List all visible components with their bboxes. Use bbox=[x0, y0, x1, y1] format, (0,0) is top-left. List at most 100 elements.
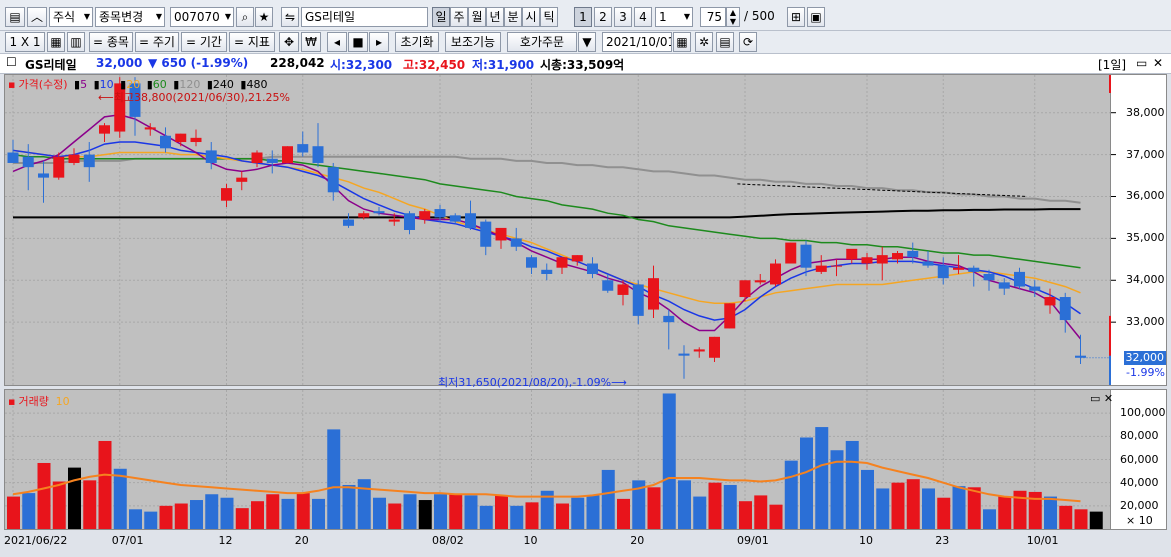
volume-bar bbox=[266, 494, 280, 529]
count-input[interactable]: 75 bbox=[700, 7, 726, 27]
volume-bar bbox=[983, 509, 996, 529]
volume-bar bbox=[312, 498, 325, 529]
candle-body bbox=[739, 280, 751, 298]
split-icon[interactable]: ▥ bbox=[67, 32, 85, 52]
period-tab[interactable]: 분 bbox=[504, 7, 522, 27]
x-axis-label: 20 bbox=[630, 534, 645, 547]
list-icon[interactable]: ⇋ bbox=[281, 7, 299, 27]
candle-body bbox=[815, 265, 827, 272]
reset-button[interactable]: 초기화 bbox=[395, 32, 439, 52]
gear-icon[interactable]: ✲ bbox=[695, 32, 713, 52]
ma-legend-item: 5 bbox=[80, 78, 88, 91]
period-tab[interactable]: 주 bbox=[450, 7, 468, 27]
count-stepper[interactable]: ▲ ▼ bbox=[726, 7, 740, 27]
change-symbol-select[interactable]: 종목변경 bbox=[95, 7, 165, 27]
volume-bar bbox=[662, 393, 676, 529]
candle-body bbox=[541, 269, 553, 274]
volume-bar bbox=[388, 503, 402, 529]
period-tab[interactable]: 월 bbox=[468, 7, 486, 27]
indicator-button[interactable]: = 지표 bbox=[229, 32, 275, 52]
candle-body bbox=[678, 353, 690, 356]
volume-bar bbox=[281, 498, 295, 529]
grid-icon[interactable]: ▦ bbox=[47, 32, 65, 52]
period-tab[interactable]: 시 bbox=[522, 7, 540, 27]
price-panel[interactable] bbox=[4, 74, 1111, 386]
step-tab[interactable]: 2 bbox=[594, 7, 612, 27]
candle-body bbox=[617, 284, 629, 295]
price-axis-label: 34,000 bbox=[1126, 273, 1165, 287]
step-tab[interactable]: 4 bbox=[634, 7, 652, 27]
stop-icon[interactable]: ■ bbox=[348, 32, 368, 52]
volume-bar bbox=[1044, 496, 1057, 529]
star-icon[interactable]: ★ bbox=[255, 7, 273, 27]
step-tab[interactable]: 3 bbox=[614, 7, 632, 27]
volume-bar bbox=[678, 480, 691, 529]
won-icon[interactable]: ₩ bbox=[301, 32, 321, 52]
volume-bar bbox=[434, 494, 447, 529]
candle-body bbox=[1044, 297, 1056, 306]
date-input[interactable]: 2021/10/01 bbox=[602, 32, 672, 52]
volume-bar bbox=[891, 482, 905, 529]
period-tab[interactable]: 틱 bbox=[540, 7, 558, 27]
save-icon[interactable]: ▣ bbox=[807, 7, 825, 27]
checkbox-icon[interactable]: ☐ bbox=[6, 55, 17, 69]
chevron-down-icon[interactable]: ▼ bbox=[578, 32, 596, 52]
volume-bar bbox=[876, 488, 890, 529]
volume-bar bbox=[235, 508, 249, 529]
volume-bar bbox=[159, 505, 173, 529]
volume-bar bbox=[723, 484, 737, 529]
volume-bar bbox=[906, 479, 920, 529]
price-legend: ▪ 가격(수정) ▮5 ▮10 ▮20 ▮60 ▮120 ▮240 ▮480 bbox=[8, 76, 273, 92]
volume-bar bbox=[1028, 491, 1042, 529]
current-change: -1.99% bbox=[1126, 366, 1165, 379]
move-icon[interactable]: ✥ bbox=[279, 32, 299, 52]
step-tab[interactable]: 1 bbox=[574, 7, 592, 27]
ma-legend: ▮5 ▮10 ▮20 ▮60 ▮120 ▮240 ▮480 bbox=[70, 78, 268, 91]
prev-icon[interactable]: ◂ bbox=[327, 32, 347, 52]
candle-body bbox=[358, 213, 370, 218]
quote-order-button[interactable]: 호가주문 bbox=[507, 32, 577, 52]
candle-body bbox=[1029, 286, 1041, 291]
volume-bar bbox=[754, 495, 768, 529]
next-icon[interactable]: ▸ bbox=[369, 32, 389, 52]
legend-marker-icon: ▪ bbox=[8, 78, 16, 91]
range-button[interactable]: = 기간 bbox=[181, 32, 227, 52]
candle-body bbox=[648, 278, 659, 310]
candle-body bbox=[236, 177, 248, 182]
x-axis-label: 10 bbox=[859, 534, 873, 547]
candle-body bbox=[1075, 355, 1086, 358]
close-icon[interactable]: ✕ bbox=[1153, 56, 1164, 70]
candle-body bbox=[22, 156, 34, 168]
volume-bar bbox=[418, 500, 432, 529]
candle-body bbox=[556, 257, 568, 268]
calendar-icon[interactable]: ▦ bbox=[673, 32, 691, 52]
volume-panel-close-icon[interactable]: ▭ ✕ bbox=[1090, 392, 1114, 405]
candle-body bbox=[419, 211, 431, 220]
volume-bar bbox=[601, 469, 615, 529]
toolbar-menu-button[interactable]: ▤ bbox=[5, 7, 25, 27]
period-tab[interactable]: 일 bbox=[432, 7, 450, 27]
price-axis-label: 33,000 bbox=[1126, 315, 1165, 329]
volume-bar bbox=[342, 484, 356, 529]
items-button[interactable]: = 종목 bbox=[89, 32, 133, 52]
volume-bar bbox=[98, 440, 112, 529]
cycle-button[interactable]: = 주기 bbox=[135, 32, 179, 52]
aux-button[interactable]: 보조기능 bbox=[445, 32, 501, 52]
ratio-button[interactable]: 1 X 1 bbox=[5, 32, 45, 52]
search-icon[interactable]: ⌕ bbox=[236, 7, 254, 27]
candle-body bbox=[800, 244, 812, 268]
stock-name-field: GS리테일 bbox=[301, 7, 428, 27]
refresh-icon[interactable]: ⟳ bbox=[739, 32, 757, 52]
minimize-icon[interactable]: ▭ bbox=[1136, 56, 1148, 70]
x-axis-label: 09/01 bbox=[737, 534, 769, 547]
volume-bar bbox=[144, 511, 158, 529]
code-input[interactable]: 007070 bbox=[170, 7, 234, 27]
candle-body bbox=[770, 263, 781, 285]
candle-body bbox=[892, 253, 903, 260]
step-select[interactable]: 1 bbox=[655, 7, 693, 27]
new-window-icon[interactable]: ⊞ bbox=[787, 7, 805, 27]
period-tab[interactable]: 년 bbox=[486, 7, 504, 27]
market-select[interactable]: 주식 bbox=[49, 7, 93, 27]
collapse-icon[interactable]: ︿ bbox=[27, 7, 47, 27]
table-icon[interactable]: ▤ bbox=[716, 32, 734, 52]
